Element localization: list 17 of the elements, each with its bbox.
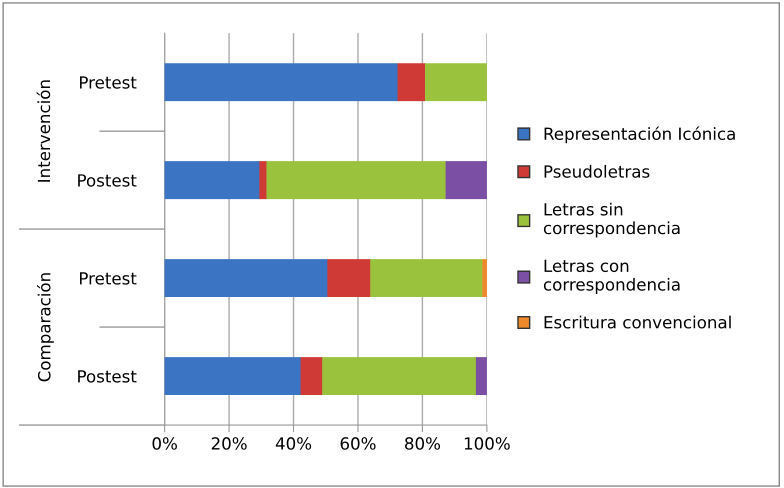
legend-label: Letras con correspondencia — [544, 260, 680, 294]
x-tick-label: 40% — [276, 437, 312, 450]
x-tick-label: 0% — [152, 437, 177, 450]
legend-label: Letras sin correspondencia — [544, 202, 680, 238]
x-tick-label: 60% — [340, 437, 376, 450]
y-tick-label: Pretest — [80, 272, 136, 285]
y-tick-label: Postest — [78, 370, 136, 383]
text: Intervención — [36, 80, 50, 182]
y-tick-label: Postest — [78, 174, 136, 187]
legend-label: Representación Icónica — [544, 126, 735, 144]
legend-label: Escritura convencional — [544, 316, 731, 329]
x-tick-label: 20% — [212, 437, 247, 450]
text: Comparación — [37, 273, 54, 382]
legend-label: Pseudoletras — [544, 164, 650, 178]
x-tick-label: 80% — [405, 437, 440, 450]
x-tick-label: 100% — [464, 437, 510, 450]
y-tick-label: Pretest — [80, 76, 136, 89]
